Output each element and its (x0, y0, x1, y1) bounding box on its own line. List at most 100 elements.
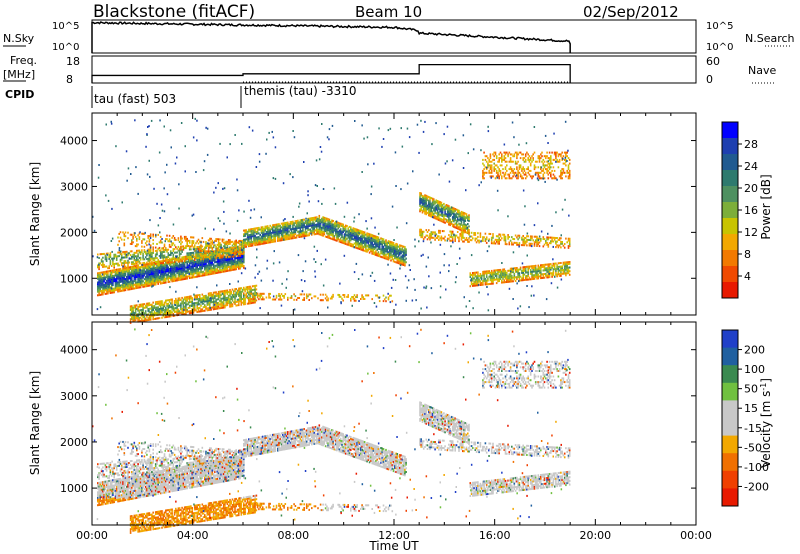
power-cell (282, 226, 284, 229)
power-cell (180, 302, 182, 305)
power-cell (207, 298, 210, 301)
power-cell (173, 314, 176, 317)
power-cell (209, 269, 211, 272)
power-cell (527, 269, 529, 272)
power-cell (118, 270, 120, 273)
power-cell (250, 237, 253, 240)
power-cell (220, 303, 222, 306)
power-cell (324, 230, 327, 233)
power-cell (318, 224, 321, 227)
power-cell (492, 236, 494, 239)
power-cell (361, 236, 363, 238)
power-cell (217, 245, 220, 248)
power-cell (207, 271, 210, 274)
power-cell (293, 231, 295, 234)
power-cell (553, 268, 556, 271)
power-cell (211, 251, 214, 254)
power-cell (161, 265, 163, 268)
power-cell (159, 300, 162, 303)
power-cell (532, 265, 534, 268)
power-cell (419, 192, 421, 194)
power-cell (258, 228, 260, 231)
power-cell (425, 209, 428, 212)
power-cell (460, 231, 463, 234)
power-cell (239, 294, 241, 297)
power-cell (381, 245, 383, 248)
power-cell (206, 268, 209, 271)
beam-label: Beam 10 (355, 3, 422, 21)
power-cell (214, 253, 216, 256)
power-cell (154, 308, 157, 311)
power-cell (226, 257, 229, 259)
power-cell (231, 267, 234, 270)
power-cell (170, 278, 172, 281)
power-cell (197, 269, 200, 272)
power-cell (102, 287, 104, 290)
power-cell (472, 284, 474, 287)
power-cell (196, 264, 198, 267)
power-cell (126, 276, 128, 278)
power-cell (114, 283, 117, 286)
power-cell (382, 256, 385, 259)
power-cell (98, 281, 100, 284)
power-cell (492, 233, 494, 236)
power-cell (186, 257, 188, 260)
power-cell (352, 238, 355, 241)
power-cell (219, 265, 221, 268)
power-cell (209, 305, 211, 308)
power-cell (443, 219, 445, 222)
power-cell (420, 209, 422, 212)
power-cell (113, 253, 115, 256)
power-cell (553, 264, 556, 267)
power-cell (181, 278, 183, 281)
power-cell (372, 247, 375, 250)
power-cell (288, 236, 290, 238)
power-cell (511, 271, 513, 274)
power-cell (123, 269, 126, 272)
power-cell (176, 272, 178, 274)
power-cell (178, 260, 181, 263)
power-cell (236, 291, 239, 294)
power-cell (195, 266, 197, 269)
power-cell (190, 262, 192, 265)
power-cell (344, 237, 347, 240)
power-cell (474, 273, 477, 276)
power-cell (217, 256, 220, 259)
power-cell (176, 279, 178, 282)
power-cell (147, 304, 149, 307)
power-cell (144, 267, 147, 269)
power-cell (273, 237, 275, 239)
power-cell (212, 267, 215, 269)
power-cell (120, 271, 123, 274)
power-cell (250, 231, 253, 234)
power-cell (231, 305, 234, 308)
power-cell (503, 270, 506, 273)
power-cell (536, 239, 538, 242)
power-cell (249, 289, 251, 292)
power-cell (444, 214, 446, 217)
power-cell (475, 280, 478, 283)
power-cell (536, 241, 538, 244)
power-cell (292, 237, 294, 240)
power-cell (103, 280, 105, 283)
power-cell (204, 298, 206, 301)
power-cell (441, 207, 444, 210)
power-cell (293, 237, 295, 239)
power-cell (293, 235, 295, 238)
power-cell (542, 245, 545, 248)
power-cell (239, 262, 241, 264)
power-cell (161, 271, 163, 274)
power-cell (243, 301, 245, 304)
power-cell (366, 248, 368, 251)
power-cell (195, 264, 197, 267)
power-cell (215, 247, 217, 250)
power-cell (207, 267, 210, 270)
power-cell (332, 234, 334, 237)
power-cell (536, 268, 538, 271)
power-cell (214, 272, 216, 275)
power-cell (274, 233, 277, 236)
power-cell (143, 249, 146, 252)
power-cell (426, 211, 429, 214)
power-cell (137, 313, 139, 316)
power-cell (204, 257, 206, 260)
